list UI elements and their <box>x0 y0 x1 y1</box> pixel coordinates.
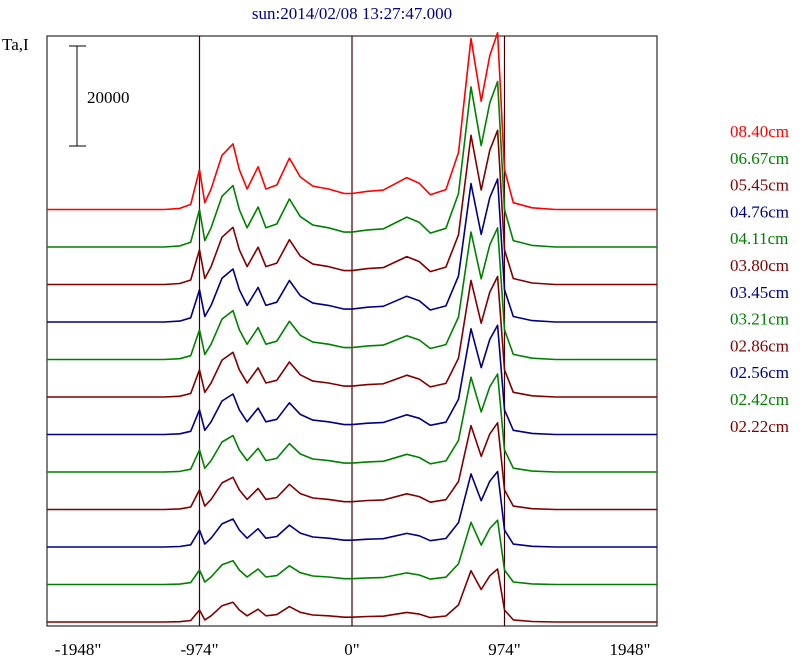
series-lines <box>47 31 657 623</box>
x-tick-label: -974" <box>180 640 218 659</box>
series-line-06.67cm <box>47 80 657 248</box>
series-line-03.80cm <box>47 275 657 398</box>
legend-entry: 04.76cm <box>730 202 789 221</box>
legend-entry: 02.42cm <box>730 390 789 409</box>
series-line-02.56cm <box>47 470 657 548</box>
series-line-02.22cm <box>47 568 657 623</box>
legend-entry: 02.56cm <box>730 363 789 382</box>
series-line-03.21cm <box>47 373 657 473</box>
legend-entry: 03.21cm <box>730 310 789 329</box>
legend-entry: 02.86cm <box>730 336 789 355</box>
series-line-02.86cm <box>47 422 657 511</box>
legend-entry: 03.45cm <box>730 283 789 302</box>
legend-entry: 08.40cm <box>730 122 789 141</box>
series-line-04.76cm <box>47 178 657 323</box>
series-line-08.40cm <box>47 31 657 211</box>
legend: 08.40cm 06.67cm 05.45cm 04.76cm 04.11cm 03.80… <box>730 122 789 436</box>
legend-entry: 06.67cm <box>730 149 789 168</box>
y-axis-label: Ta,I <box>2 35 29 54</box>
scale-bar-label: 20000 <box>87 88 130 107</box>
legend-entry: 02.22cm <box>730 417 789 436</box>
legend-entry: 03.80cm <box>730 256 789 275</box>
series-line-02.42cm <box>47 519 657 586</box>
x-tick-label: -1948" <box>55 640 102 659</box>
legend-entry: 04.11cm <box>730 229 788 248</box>
series-line-04.11cm <box>47 227 657 361</box>
scale-bar: 20000 <box>69 45 130 147</box>
series-line-05.45cm <box>47 129 657 286</box>
series-line-03.45cm <box>47 324 657 436</box>
x-tick-labels: -1948" -974" 0" 974" 1948" <box>55 640 651 659</box>
chart-title: sun:2014/02/08 13:27:47.000 <box>252 4 452 23</box>
vertical-markers <box>198 36 506 626</box>
x-tick-label: 0" <box>344 640 359 659</box>
x-tick-label: 974" <box>488 640 520 659</box>
x-tick-label: 1948" <box>610 640 651 659</box>
legend-entry: 05.45cm <box>730 176 789 195</box>
